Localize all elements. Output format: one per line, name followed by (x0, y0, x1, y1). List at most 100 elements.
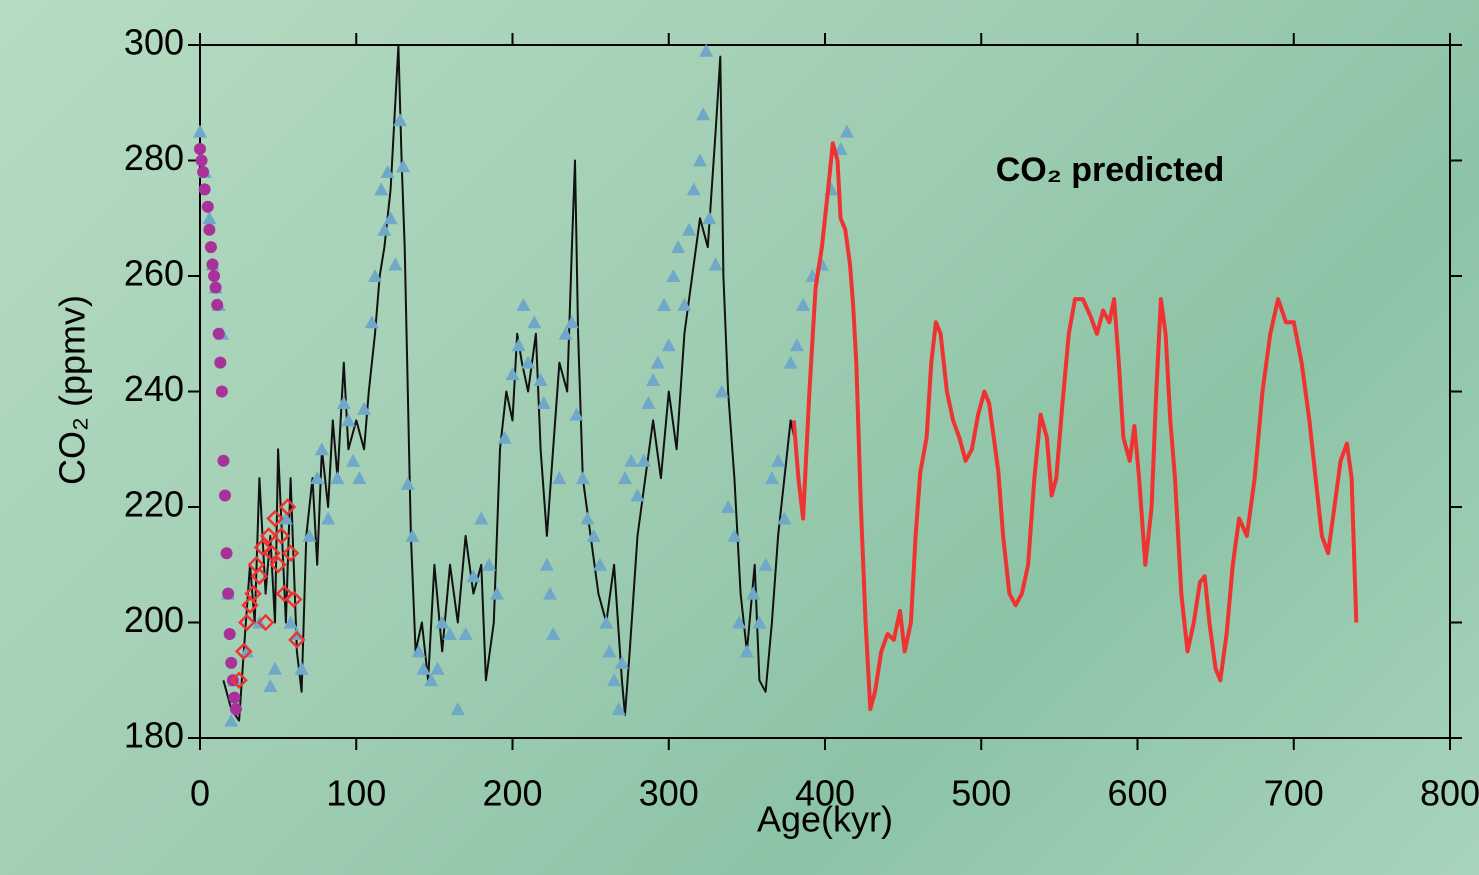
data-point (393, 113, 407, 127)
data-point (650, 355, 665, 369)
data-point (228, 691, 241, 704)
data-line (222, 44, 798, 722)
data-point (671, 240, 686, 254)
data-point (259, 527, 278, 545)
data-point (839, 124, 854, 138)
data-point (294, 661, 309, 675)
data-point (796, 297, 811, 311)
data-point (489, 586, 504, 600)
data-point (641, 396, 656, 410)
data-point (222, 587, 235, 600)
data-point (288, 631, 306, 649)
data-point (230, 671, 248, 690)
x-axis-label: Age(kyr) (757, 799, 893, 840)
data-point (314, 442, 329, 456)
data-point (198, 183, 211, 196)
annotation: CO₂ predicted (996, 151, 1225, 189)
data-point (607, 673, 622, 687)
data-point (212, 327, 225, 340)
data-point (758, 557, 773, 571)
data-point (336, 396, 351, 410)
data-point (214, 356, 227, 369)
data-point (666, 269, 681, 282)
y-tick-label: 220 (124, 484, 184, 525)
data-point (657, 297, 672, 311)
x-tick-label: 500 (951, 773, 1011, 814)
data-point (284, 590, 303, 609)
data-point (630, 488, 645, 502)
data-point (244, 584, 262, 603)
data-point (253, 538, 272, 557)
data-point (580, 511, 595, 525)
data-point (268, 661, 282, 675)
data-point (388, 257, 403, 271)
data-point (458, 627, 473, 641)
x-tick-label: 700 (1264, 773, 1324, 814)
data-point (346, 453, 361, 467)
data-point (250, 567, 269, 586)
data-point (564, 315, 579, 329)
data-point (533, 372, 548, 386)
data-point (543, 586, 557, 600)
data-point (443, 627, 457, 641)
data-point (275, 584, 294, 603)
data-point (624, 453, 639, 467)
data-point (699, 43, 714, 57)
data-point (377, 222, 392, 236)
x-tick-label: 300 (639, 773, 699, 814)
data-point (552, 471, 567, 485)
data-point (466, 569, 481, 583)
data-point (400, 476, 415, 490)
x-tick-label: 600 (1107, 773, 1167, 814)
data-point (194, 142, 206, 155)
y-tick-label: 180 (124, 715, 184, 756)
data-point (239, 644, 254, 658)
data-point (266, 509, 284, 528)
data-point (505, 367, 520, 381)
data-point (636, 453, 651, 467)
data-point (424, 673, 439, 687)
data-point (693, 153, 707, 167)
data-point (219, 489, 231, 502)
data-point (789, 338, 804, 352)
data-point (646, 372, 661, 386)
x-tick-label: 100 (326, 773, 386, 814)
data-point (263, 544, 281, 562)
y-tick-label: 240 (124, 368, 184, 409)
data-point (764, 471, 779, 485)
x-tick-label: 200 (482, 773, 542, 814)
data-point (234, 642, 253, 661)
data-point (416, 661, 431, 675)
data-point (702, 211, 717, 225)
data-point (380, 165, 395, 179)
data-point (310, 471, 325, 485)
data-point (618, 471, 632, 485)
data-point (278, 511, 293, 525)
data-point (569, 407, 584, 421)
data-point (357, 401, 372, 415)
x-tick-label: 400 (795, 773, 855, 814)
data-point (208, 270, 221, 282)
data-point (783, 355, 798, 369)
data-point (197, 166, 210, 179)
data-point (511, 338, 526, 352)
data-point (383, 211, 398, 225)
data-point (546, 627, 561, 641)
data-point (739, 644, 754, 658)
data-point (602, 644, 617, 658)
data-point (352, 471, 367, 485)
data-point (696, 107, 711, 121)
data-point (611, 702, 626, 716)
data-point (330, 471, 345, 485)
y-tick-label: 200 (124, 599, 184, 640)
data-point (450, 702, 465, 716)
data-point (341, 413, 356, 427)
data-point (241, 596, 259, 614)
data-point (586, 528, 601, 542)
data-point (497, 430, 512, 444)
x-tick-label: 800 (1420, 773, 1479, 814)
data-point (396, 159, 411, 173)
data-point (727, 528, 742, 542)
data-point (771, 453, 786, 467)
